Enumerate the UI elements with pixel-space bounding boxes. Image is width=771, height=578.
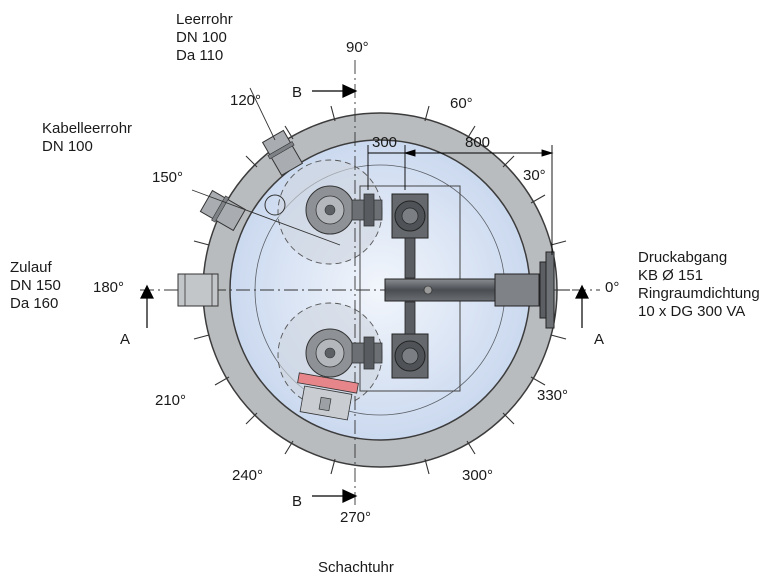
angle-30: 30°	[523, 167, 546, 184]
pump-basket	[297, 372, 359, 421]
dimension-300: 300	[372, 134, 397, 151]
section-arrow-a-left	[140, 284, 154, 328]
angle-300: 300°	[462, 467, 493, 484]
druckabgang-line-4: 10 x DG 300 VA	[638, 303, 745, 320]
kabelleerrohr-leader	[191, 189, 341, 246]
angle-270: 270°	[340, 509, 371, 526]
angle-240: 240°	[232, 467, 263, 484]
angle-60: 60°	[450, 95, 473, 112]
druckabgang-line-3: Ringraumdichtung	[638, 285, 760, 302]
leerrohr-marker	[264, 194, 286, 216]
leerrohr-line-1: Leerrohr	[176, 11, 233, 28]
dimension-lines	[367, 145, 554, 255]
valve-bottom	[391, 301, 429, 379]
angle-120: 120°	[230, 92, 261, 109]
zulauf-line-2: DN 150	[10, 277, 61, 294]
section-arrow-a-right	[575, 284, 589, 328]
angle-210: 210°	[155, 392, 186, 409]
leerrohr-leader	[249, 87, 276, 141]
section-label-b-bottom: B	[292, 493, 302, 510]
leerrohr-line-3: Da 110	[176, 47, 223, 64]
angle-180: 180°	[93, 279, 124, 296]
leerrohr-line-2: DN 100	[176, 29, 227, 46]
zulauf-pipe	[177, 273, 219, 307]
section-arrow-b-top	[312, 84, 358, 98]
dimension-800: 800	[465, 134, 490, 151]
angle-90: 90°	[346, 39, 369, 56]
valve-top	[391, 193, 429, 279]
section-label-b-top: B	[292, 84, 302, 101]
angle-0: 0°	[605, 279, 619, 296]
pump-bottom	[305, 328, 383, 378]
angle-150: 150°	[152, 169, 183, 186]
section-label-a-left: A	[120, 331, 130, 348]
kabelleerrohr-line-1: Kabelleerrohr	[42, 120, 132, 137]
pump-top	[305, 185, 383, 235]
kabelleerrohr-line-2: DN 100	[42, 138, 93, 155]
zulauf-line-1: Zulauf	[10, 259, 53, 276]
angle-330: 330°	[537, 387, 568, 404]
zulauf-line-3: Da 160	[10, 295, 58, 312]
section-label-a-right: A	[594, 331, 604, 348]
druckabgang-pipe	[384, 251, 555, 329]
section-arrow-b-bottom	[312, 489, 358, 503]
schachtuhr-caption: Schachtuhr	[318, 559, 394, 576]
druckabgang-line-1: Druckabgang	[638, 249, 727, 266]
druckabgang-line-2: KB Ø 151	[638, 267, 703, 284]
